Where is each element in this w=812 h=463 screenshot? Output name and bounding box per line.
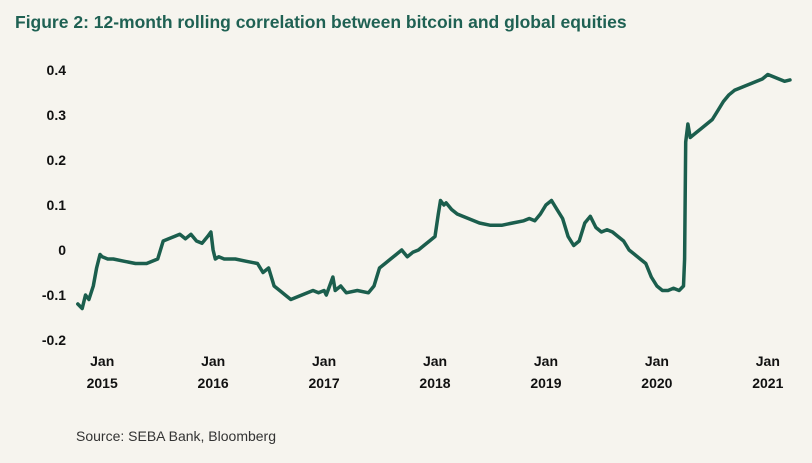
chart-title: Figure 2: 12-month rolling correlation b… — [15, 12, 627, 32]
y-tick-label: -0.1 — [42, 287, 66, 303]
x-tick-label: Jan — [534, 353, 558, 369]
x-tick-label: Jan — [312, 353, 336, 369]
x-tick-label: 2021 — [752, 375, 783, 391]
y-tick-label: 0.2 — [47, 152, 67, 168]
source-note: Source: SEBA Bank, Bloomberg — [76, 428, 276, 444]
y-tick-label: 0 — [58, 242, 66, 258]
y-axis: 0.4 0.3 0.2 0.1 0 -0.1 -0.2 — [42, 62, 66, 348]
x-tick-label: 2018 — [419, 375, 450, 391]
x-tick-label: 2020 — [641, 375, 672, 391]
series-line — [76, 72, 792, 311]
x-tick-label: Jan — [645, 353, 669, 369]
x-axis: Jan 2015 Jan 2016 Jan 2017 Jan 2018 Jan 2019 Jan 20… — [87, 353, 784, 391]
x-tick-label: 2016 — [198, 375, 229, 391]
x-tick-label: Jan — [756, 353, 780, 369]
y-tick-label: 0.1 — [47, 197, 67, 213]
x-tick-label: 2015 — [87, 375, 118, 391]
x-tick-label: 2019 — [530, 375, 561, 391]
x-tick-label: 2017 — [308, 375, 339, 391]
x-tick-label: Jan — [90, 353, 114, 369]
y-tick-label: -0.2 — [42, 332, 66, 348]
x-tick-label: Jan — [201, 353, 225, 369]
x-tick-label: Jan — [423, 353, 447, 369]
y-tick-label: 0.4 — [47, 62, 67, 78]
y-tick-label: 0.3 — [47, 107, 67, 123]
